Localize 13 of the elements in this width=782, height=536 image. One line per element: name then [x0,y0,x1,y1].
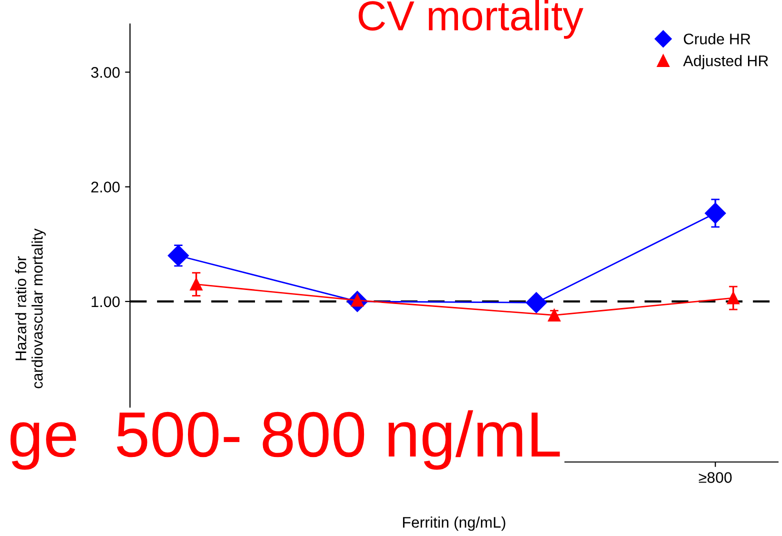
legend-label: Crude HR [684,33,750,44]
chart-title: CV mortality [358,0,584,39]
y-axis-title: Hazard ratio for cardiovascular mortality [15,228,46,388]
point [704,202,726,224]
x-tick-label: ≥800 [698,472,732,483]
x-axis-title: Ferritin (ng/mL) [403,516,506,531]
point [168,245,189,266]
y-tick-label: 1.00 [92,296,120,308]
point [526,292,547,314]
legend-label: Adjusted HR [683,55,768,70]
y-tick-label: 3.00 [91,67,120,78]
annotation: ge 500- 800 ng/mL [10,410,560,470]
y-tick-label: 2.00 [91,182,120,193]
